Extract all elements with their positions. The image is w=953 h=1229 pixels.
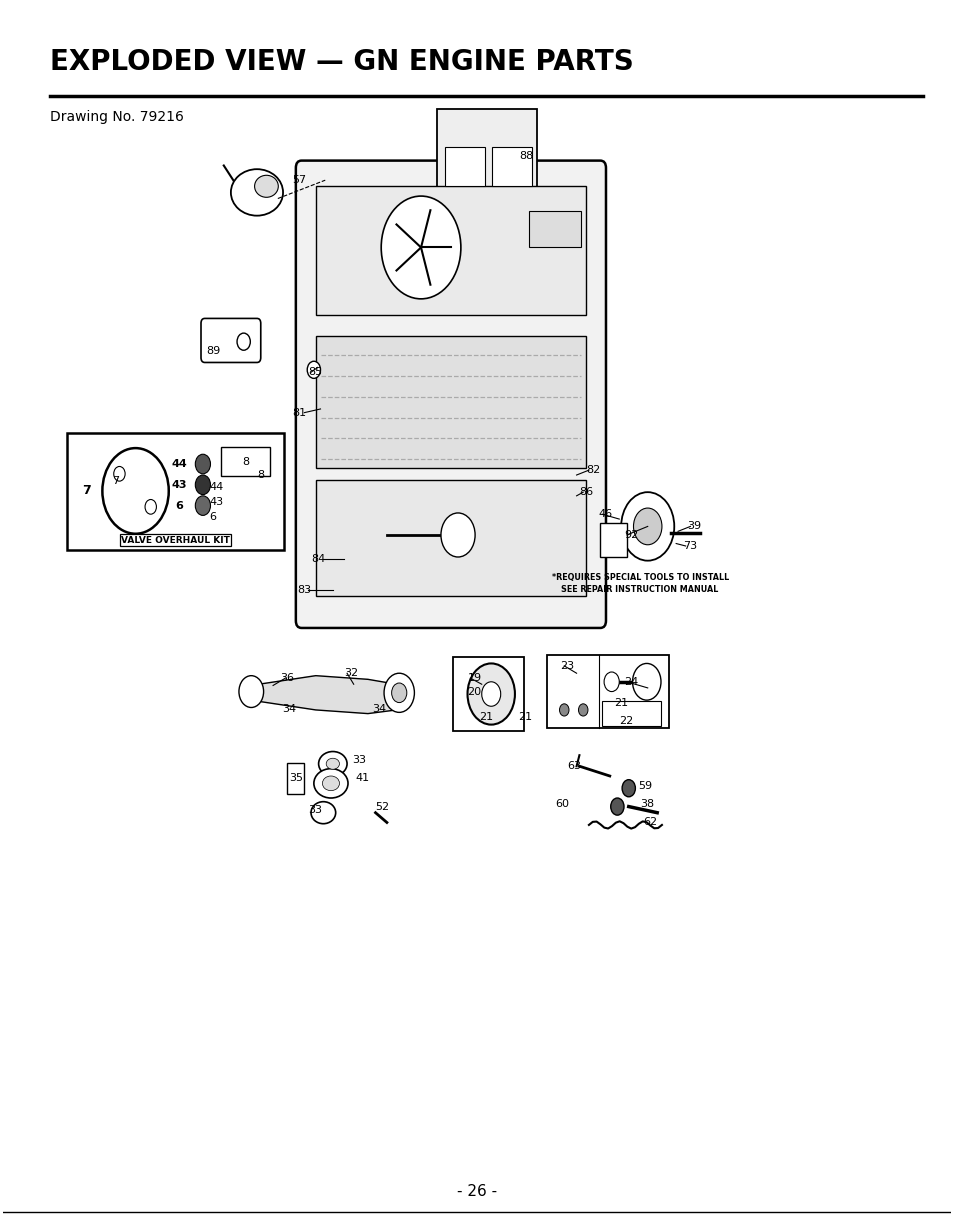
Circle shape [603,672,618,692]
Text: 43: 43 [210,497,223,506]
Text: 83: 83 [296,585,311,595]
Circle shape [195,476,211,494]
Text: 6: 6 [175,500,183,510]
Circle shape [195,455,211,474]
Circle shape [113,467,125,481]
Text: - 26 -: - 26 - [456,1185,497,1200]
Circle shape [307,361,320,379]
Ellipse shape [254,176,278,198]
Bar [315,336,585,468]
Text: 59: 59 [638,780,652,790]
Text: 21: 21 [517,713,532,723]
Circle shape [384,673,414,713]
FancyBboxPatch shape [201,318,260,363]
Text: Drawing No. 79216: Drawing No. 79216 [51,111,184,124]
Circle shape [610,798,623,815]
Text: 32: 32 [344,669,358,678]
Text: 86: 86 [578,487,593,498]
Bar [287,762,304,794]
Bar [221,447,270,477]
Ellipse shape [231,170,283,215]
Text: 34: 34 [373,704,386,714]
Bar [601,702,660,726]
Bar [315,187,585,315]
Circle shape [145,499,156,514]
Circle shape [620,492,674,560]
Ellipse shape [322,775,339,790]
Circle shape [236,333,250,350]
Text: 41: 41 [355,773,370,783]
Bar [315,479,585,596]
Text: 63: 63 [566,761,580,772]
Text: 46: 46 [598,509,612,519]
Bar [444,147,484,187]
Text: 22: 22 [618,717,633,726]
Text: 88: 88 [519,151,534,161]
Text: 52: 52 [375,801,389,811]
Bar [492,147,532,187]
Bar [68,434,283,549]
Text: 7: 7 [82,484,91,498]
Circle shape [632,664,660,701]
Circle shape [621,779,635,796]
Circle shape [392,683,406,703]
Circle shape [558,704,568,717]
Text: 7: 7 [112,476,119,487]
Text: 8: 8 [242,456,249,467]
Text: 33: 33 [308,805,322,815]
Text: 23: 23 [559,661,574,671]
Bar [453,658,524,731]
FancyBboxPatch shape [295,161,605,628]
Text: 57: 57 [292,176,306,186]
Text: 8: 8 [256,469,264,481]
Bar [529,210,580,247]
Text: 36: 36 [280,673,294,683]
Text: 39: 39 [687,521,701,531]
Text: 43: 43 [172,479,187,490]
Text: 24: 24 [623,677,638,687]
Text: 38: 38 [639,799,654,809]
Bar [436,109,537,202]
Text: *REQUIRES SPECIAL TOOLS TO INSTALL
SEE REPAIR INSTRUCTION MANUAL: *REQUIRES SPECIAL TOOLS TO INSTALL SEE R… [551,573,728,595]
Text: 44: 44 [210,482,224,493]
Text: 73: 73 [682,541,697,551]
Text: VALVE OVERHAUL KIT: VALVE OVERHAUL KIT [121,536,230,544]
Ellipse shape [326,758,339,769]
Circle shape [633,508,661,544]
Text: 35: 35 [289,773,303,783]
Circle shape [381,197,460,299]
Text: 62: 62 [642,817,657,827]
Text: 20: 20 [467,687,481,697]
Text: 33: 33 [352,755,365,766]
Text: 82: 82 [585,465,599,476]
Text: 85: 85 [308,367,322,377]
Text: 21: 21 [614,698,628,708]
Circle shape [440,512,475,557]
Circle shape [578,704,587,717]
Bar [599,522,626,557]
Text: 81: 81 [292,408,306,418]
Text: 89: 89 [207,347,221,356]
Text: 21: 21 [478,713,493,723]
Circle shape [238,676,263,708]
Circle shape [481,682,500,707]
Text: 19: 19 [467,673,481,683]
Text: 44: 44 [172,458,187,469]
Circle shape [102,449,169,533]
Text: 34: 34 [282,704,296,714]
Text: 84: 84 [311,554,325,564]
Bar [547,655,668,729]
Text: EXPLODED VIEW — GN ENGINE PARTS: EXPLODED VIEW — GN ENGINE PARTS [51,48,634,76]
Text: 60: 60 [555,799,568,809]
Circle shape [467,664,515,725]
Polygon shape [247,676,408,714]
Text: 92: 92 [623,530,638,540]
Circle shape [195,495,211,515]
Ellipse shape [314,768,348,798]
Text: 6: 6 [210,511,216,521]
Ellipse shape [318,751,347,775]
Ellipse shape [311,801,335,823]
